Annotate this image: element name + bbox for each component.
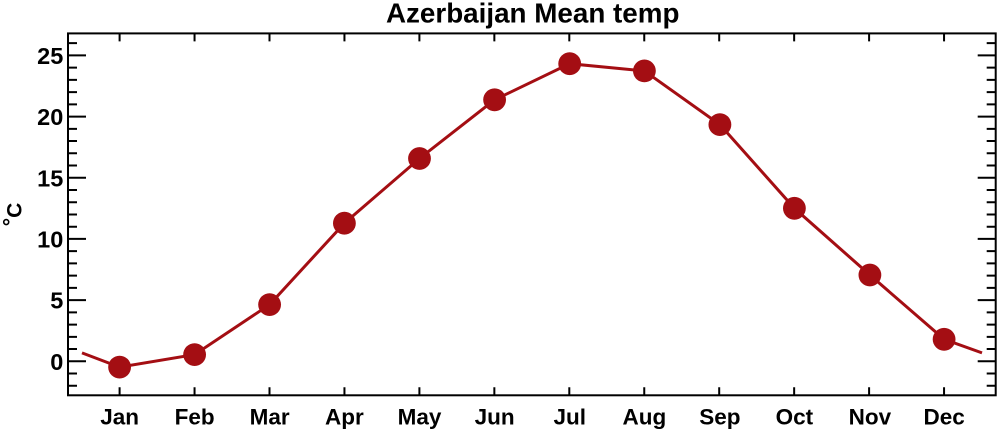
svg-text:Sep: Sep <box>699 404 740 429</box>
svg-text:Nov: Nov <box>849 404 892 429</box>
svg-text:Feb: Feb <box>175 404 215 429</box>
svg-text:Mar: Mar <box>250 404 290 429</box>
svg-text:10: 10 <box>37 227 63 253</box>
svg-text:Jan: Jan <box>100 404 139 429</box>
svg-text:Jul: Jul <box>553 404 586 429</box>
svg-text:15: 15 <box>37 165 63 191</box>
svg-text:Azerbaijan Mean temp: Azerbaijan Mean temp <box>386 0 679 28</box>
svg-text:25: 25 <box>37 43 63 69</box>
svg-text:Jun: Jun <box>475 404 515 429</box>
svg-text:Apr: Apr <box>325 404 364 429</box>
svg-text:May: May <box>398 404 442 429</box>
svg-text:Oct: Oct <box>776 404 814 429</box>
svg-text:Aug: Aug <box>623 404 667 429</box>
svg-text:0: 0 <box>50 349 63 375</box>
svg-text:Dec: Dec <box>923 404 964 429</box>
svg-text:°C: °C <box>0 203 26 227</box>
svg-text:20: 20 <box>37 104 63 130</box>
svg-text:5: 5 <box>50 288 63 314</box>
